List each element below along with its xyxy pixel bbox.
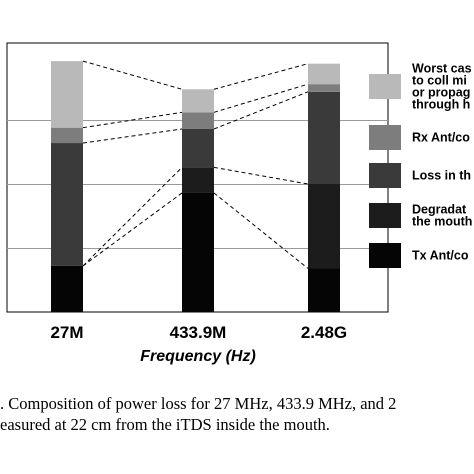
legend-entry: Tx Ant/co — [369, 243, 469, 268]
legend-label: Loss in th — [412, 169, 471, 183]
bar-segment — [308, 184, 340, 269]
x-axis-title: Frequency (Hz) — [140, 348, 256, 365]
legend-label: Worst cas — [412, 62, 472, 76]
stacked-bar-chart: 27M 433.9M 2.48G Frequency (Hz) Worst ca… — [6, 42, 472, 365]
x-tick-label: 2.48G — [301, 323, 347, 342]
bar-segment — [182, 128, 214, 168]
legend-label: Tx Ant/co — [412, 249, 469, 263]
connector-lines — [82, 60, 309, 269]
legend-swatch — [369, 163, 401, 188]
connector-line — [82, 167, 183, 267]
x-tick-label: 433.9M — [170, 323, 227, 342]
connector-line — [213, 63, 309, 90]
bar-stacks — [51, 61, 340, 312]
bar-segment — [308, 268, 340, 312]
bar-segment — [182, 192, 214, 312]
legend-label: Degradat — [412, 203, 467, 217]
legend-entry: Rx Ant/co — [369, 125, 470, 150]
caption-line: . Composition of power loss for 27 MHz, … — [0, 394, 397, 413]
bar-segment — [308, 63, 340, 85]
legend-label: the mouth — [412, 215, 472, 229]
connector-line — [213, 166, 309, 185]
bar-segment — [51, 61, 83, 128]
legend-label: through h — [412, 98, 470, 112]
caption-line: easured at 22 cm from the iTDS inside th… — [0, 415, 330, 434]
legend-swatch — [369, 74, 401, 99]
legend-label: to coll mi — [412, 74, 467, 88]
bar-segment — [51, 265, 83, 312]
connector-line — [213, 91, 309, 130]
legend-label: Rx Ant/co — [412, 131, 470, 145]
connector-line — [213, 192, 309, 269]
connector-line — [82, 60, 183, 90]
legend-swatch — [369, 203, 401, 228]
bar-segment — [51, 127, 83, 144]
legend-swatch — [369, 125, 401, 150]
x-tick-labels: 27M 433.9M 2.48G — [50, 323, 347, 342]
bar-segment — [308, 84, 340, 92]
bar-segment — [182, 167, 214, 193]
connector-line — [82, 128, 183, 144]
connector-line — [213, 83, 309, 113]
legend-swatch — [369, 243, 401, 268]
legend-entry: Loss in th — [369, 163, 471, 188]
figure-caption: . Composition of power loss for 27 MHz, … — [0, 393, 474, 435]
legend-label: or propag — [412, 86, 470, 100]
connector-line — [82, 111, 183, 129]
x-tick-label: 27M — [50, 323, 83, 342]
bar-segment — [308, 91, 340, 184]
bar-segment — [182, 89, 214, 113]
bar-segment — [182, 112, 214, 129]
bar-segment — [51, 143, 83, 266]
